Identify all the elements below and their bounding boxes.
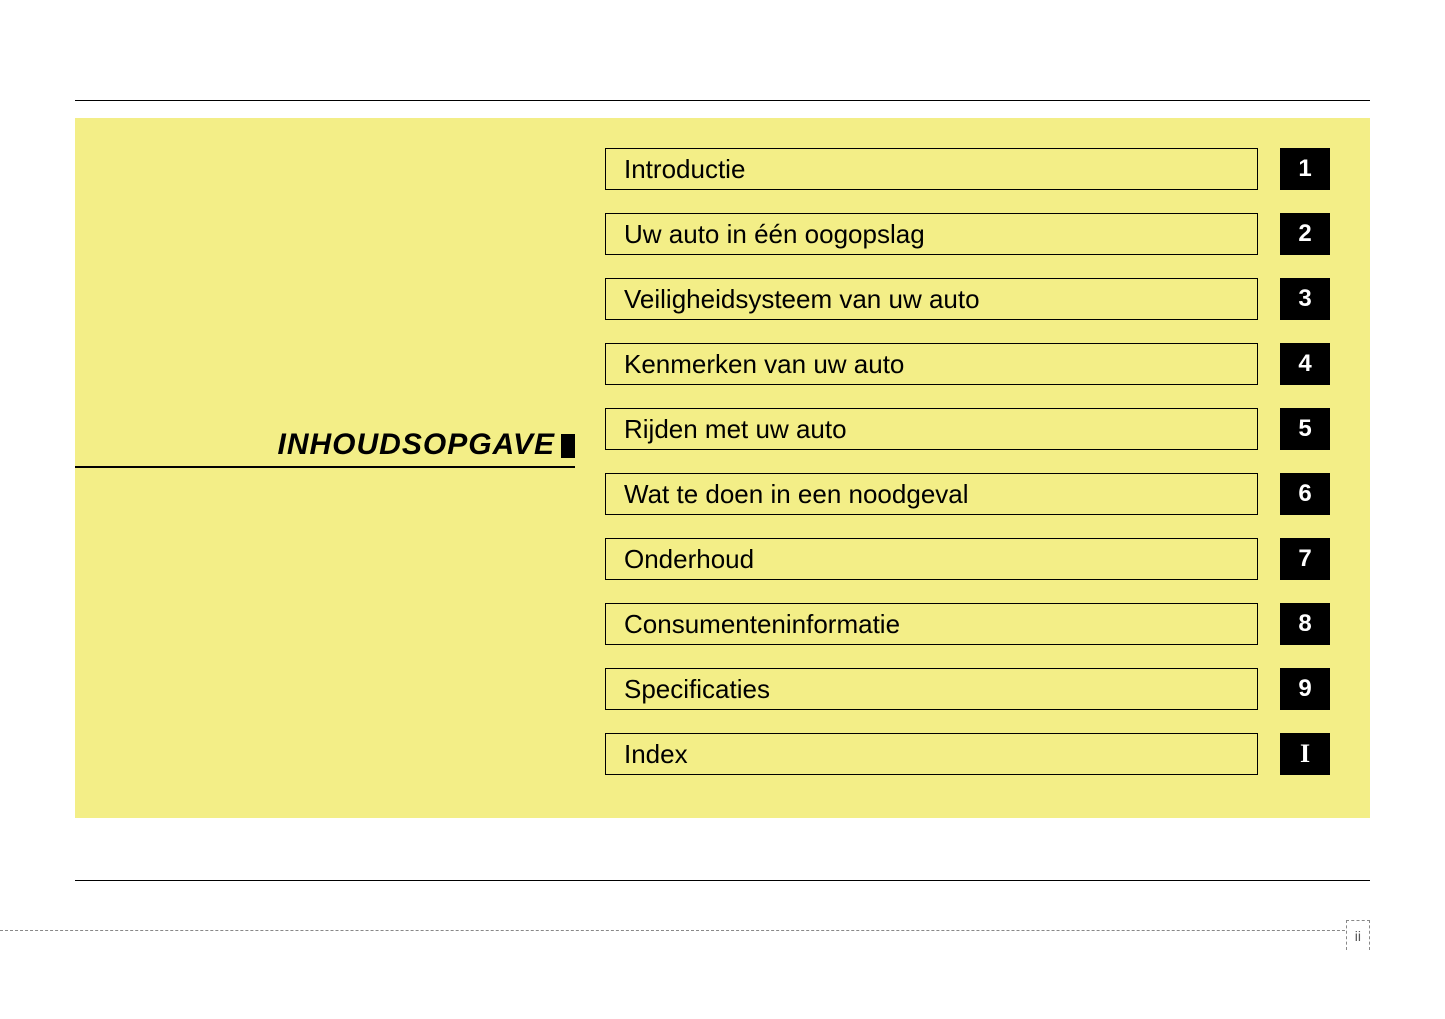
toc-item-number: 7	[1280, 538, 1330, 580]
toc-item-label: Introductie	[605, 148, 1258, 190]
toc-item-number: 8	[1280, 603, 1330, 645]
heading-wrap: INHOUDSOPGAVE	[75, 428, 595, 468]
toc-item-number: 1	[1280, 148, 1330, 190]
top-horizontal-rule	[75, 100, 1370, 101]
toc-item-number: 4	[1280, 343, 1330, 385]
content-panel: INHOUDSOPGAVE Introductie 1 Uw auto in é…	[75, 118, 1370, 818]
toc-row: Wat te doen in een noodgeval 6	[605, 473, 1330, 515]
toc-heading-text: INHOUDSOPGAVE	[278, 428, 555, 461]
toc-item-label: Index	[605, 733, 1258, 775]
toc-item-number: 9	[1280, 668, 1330, 710]
toc-item-number: I	[1280, 733, 1330, 775]
toc-item-number: 3	[1280, 278, 1330, 320]
toc-row: Rijden met uw auto 5	[605, 408, 1330, 450]
page-number-box: ii	[1346, 920, 1370, 950]
toc-item-label: Wat te doen in een noodgeval	[605, 473, 1258, 515]
toc-item-number: 6	[1280, 473, 1330, 515]
heading-column: INHOUDSOPGAVE	[75, 118, 595, 818]
toc-row: Onderhoud 7	[605, 538, 1330, 580]
bottom-horizontal-rule	[75, 880, 1370, 881]
toc-row: Uw auto in één oogopslag 2	[605, 213, 1330, 255]
toc-item-label: Consumenteninformatie	[605, 603, 1258, 645]
page-number: ii	[1355, 928, 1361, 944]
toc-heading: INHOUDSOPGAVE	[75, 428, 595, 462]
toc-item-label: Specificaties	[605, 668, 1258, 710]
toc-item-number: 5	[1280, 408, 1330, 450]
toc-row: Index I	[605, 733, 1330, 775]
toc-item-label: Onderhoud	[605, 538, 1258, 580]
toc-item-label: Veiligheidsysteem van uw auto	[605, 278, 1258, 320]
footer-dashed-line	[0, 930, 1370, 931]
toc-row: Veiligheidsysteem van uw auto 3	[605, 278, 1330, 320]
toc-item-label: Uw auto in één oogopslag	[605, 213, 1258, 255]
toc-row: Consumenteninformatie 8	[605, 603, 1330, 645]
toc-row: Introductie 1	[605, 148, 1330, 190]
toc-item-label: Rijden met uw auto	[605, 408, 1258, 450]
toc-row: Specificaties 9	[605, 668, 1330, 710]
toc-item-label: Kenmerken van uw auto	[605, 343, 1258, 385]
toc-row: Kenmerken van uw auto 4	[605, 343, 1330, 385]
toc-item-number: 2	[1280, 213, 1330, 255]
heading-underline	[75, 466, 575, 468]
heading-marker-icon	[561, 434, 575, 458]
toc-list: Introductie 1 Uw auto in één oogopslag 2…	[595, 118, 1370, 818]
